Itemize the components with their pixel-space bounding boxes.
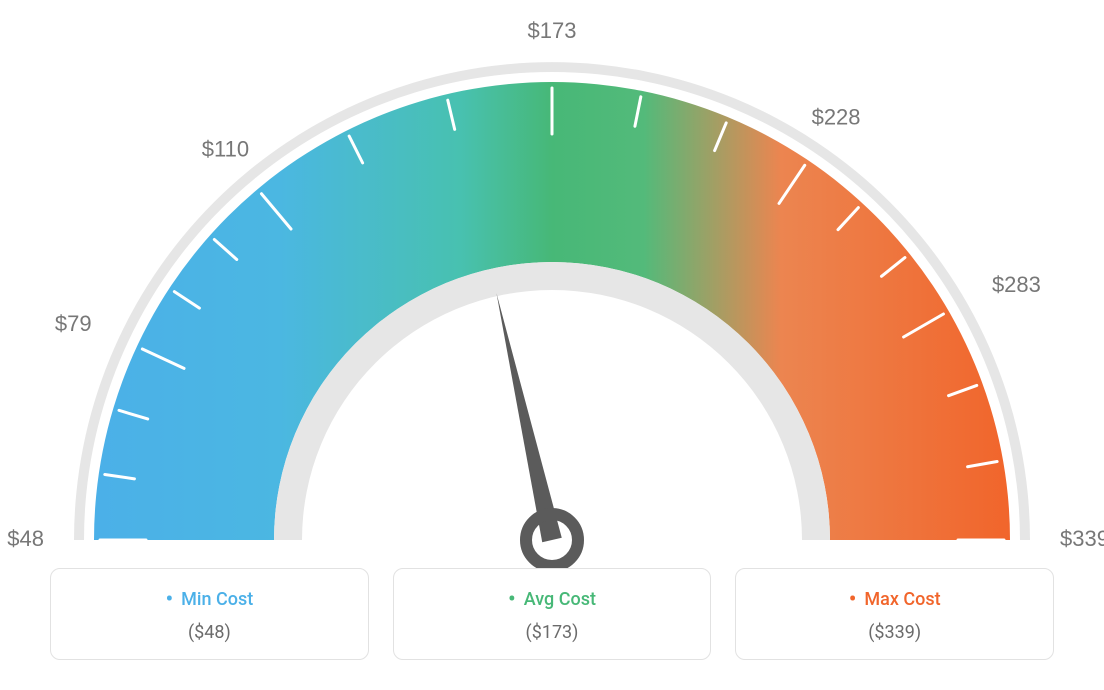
legend-min-label: Min Cost [61, 587, 358, 612]
gauge-tick-label: $48 [7, 526, 44, 551]
gauge-tick-label: $228 [812, 105, 861, 130]
gauge-tick-label: $79 [55, 311, 92, 336]
cost-gauge: $48 $79 $110 $173 $228 $283 $339 [0, 20, 1104, 580]
gauge-tick-label: $110 [202, 137, 249, 162]
gauge-tick-label: $173 [528, 20, 577, 43]
gauge-needle [496, 293, 561, 542]
legend-avg-label: Avg Cost [404, 587, 701, 612]
legend-avg: Avg Cost ($173) [393, 568, 712, 660]
gauge-tick-label: $283 [992, 272, 1041, 297]
legend-min-value: ($48) [61, 622, 358, 643]
legend-max-label: Max Cost [746, 587, 1043, 612]
legend-avg-value: ($173) [404, 622, 701, 643]
gauge-svg: $48 $79 $110 $173 $228 $283 $339 [0, 20, 1104, 580]
gauge-tick-label: $339 [1060, 526, 1104, 551]
legend-max: Max Cost ($339) [735, 568, 1054, 660]
legend-max-value: ($339) [746, 622, 1043, 643]
legend-row: Min Cost ($48) Avg Cost ($173) Max Cost … [0, 568, 1104, 660]
legend-min: Min Cost ($48) [50, 568, 369, 660]
